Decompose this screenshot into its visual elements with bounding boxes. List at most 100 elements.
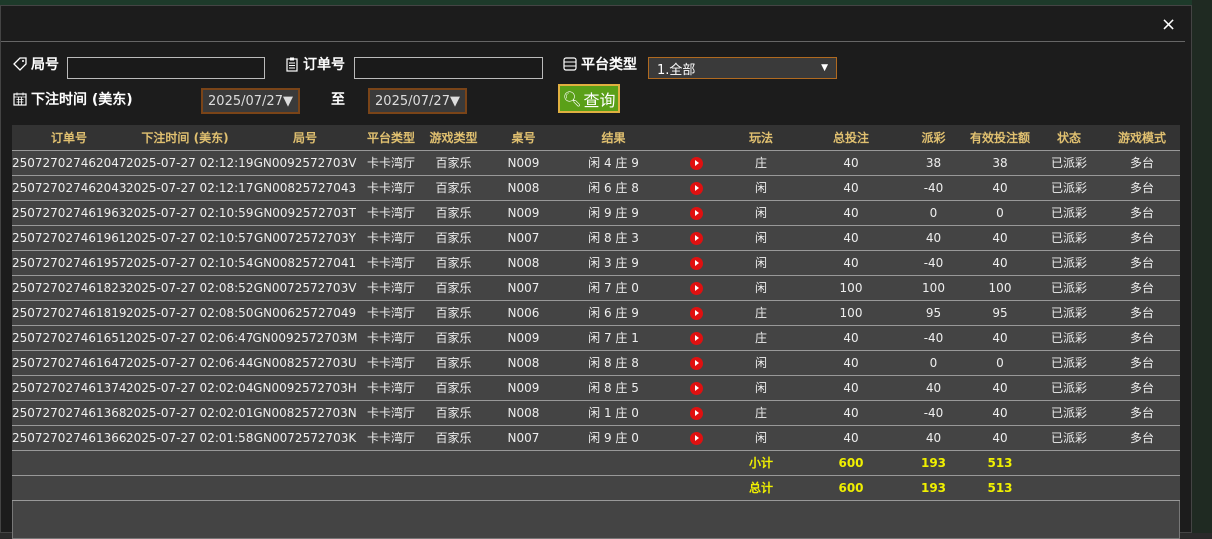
play-video-icon[interactable] xyxy=(689,431,703,445)
table-row: 250727027461823 2025-07-27 02:08:52 GN0072… xyxy=(12,275,1180,301)
cell-game-mode: 多台 xyxy=(1104,225,1180,251)
cell-table-no: N008 xyxy=(491,400,556,426)
cell-table-no: N007 xyxy=(491,225,556,251)
cell-bet-time: 2025-07-27 02:02:01 xyxy=(126,400,253,426)
time-label: 下注时间 (美东) xyxy=(12,89,133,109)
column-header: 局号 xyxy=(244,125,366,151)
cell-game-type: 百家乐 xyxy=(416,300,491,326)
cell-order-no: 250727027461819 xyxy=(12,300,127,326)
to-label: 至 xyxy=(331,92,345,108)
cell-order-no: 250727027461957 xyxy=(12,250,127,276)
database-icon xyxy=(563,57,577,71)
play-video-icon[interactable] xyxy=(689,356,703,370)
cell-game-type: 百家乐 xyxy=(416,350,491,376)
date-to-picker[interactable]: 2025/07/27▼ xyxy=(368,88,467,114)
cell-result: 闲 4 庄 9 xyxy=(556,150,671,176)
cell-table-no: N009 xyxy=(491,375,556,401)
cell-bet-on: 闲 xyxy=(721,200,801,226)
cell-payout: -40 xyxy=(901,250,966,276)
play-video-icon[interactable] xyxy=(689,281,703,295)
play-video-icon[interactable] xyxy=(689,256,703,270)
cell-table-no: N009 xyxy=(491,200,556,226)
cell-replay xyxy=(671,300,721,326)
table-row: 250727027461366 2025-07-27 02:01:58 GN0072… xyxy=(12,425,1180,451)
cell-game-mode: 多台 xyxy=(1104,425,1180,451)
cell-valid-bet: 0 xyxy=(966,200,1034,226)
play-video-icon[interactable] xyxy=(689,381,703,395)
order-label: 订单号 xyxy=(284,54,345,74)
platform-select[interactable]: 1.全部 ▼ xyxy=(648,57,837,79)
play-video-icon[interactable] xyxy=(689,181,703,195)
cell-game-mode: 多台 xyxy=(1104,200,1180,226)
cell-game-type: 百家乐 xyxy=(416,150,491,176)
cell-game-type: 百家乐 xyxy=(416,375,491,401)
round-input[interactable] xyxy=(67,57,265,79)
cell-game-type: 百家乐 xyxy=(416,175,491,201)
cell-order-no: 250727027461963 xyxy=(12,200,127,226)
cell-bet-on: 闲 xyxy=(721,425,801,451)
cell-game-mode: 多台 xyxy=(1104,400,1180,426)
table-row: 250727027461647 2025-07-27 02:06:44 GN0082… xyxy=(12,350,1180,376)
play-video-icon[interactable] xyxy=(689,406,703,420)
cell-result: 闲 8 庄 3 xyxy=(556,225,671,251)
play-video-icon[interactable] xyxy=(689,156,703,170)
cell-status: 已派彩 xyxy=(1034,225,1104,251)
play-video-icon[interactable] xyxy=(689,306,703,320)
cell-valid-bet: 40 xyxy=(966,250,1034,276)
cell-platform: 卡卡湾厅 xyxy=(366,425,416,451)
cell-total-bet: 40 xyxy=(801,325,901,351)
cell-table-no: N007 xyxy=(491,425,556,451)
cell-table-no: N009 xyxy=(491,325,556,351)
dropdown-arrow-icon: ▼ xyxy=(821,63,828,73)
cell-platform: 卡卡湾厅 xyxy=(366,225,416,251)
cell-game-mode: 多台 xyxy=(1104,175,1180,201)
column-header: 平台类型 xyxy=(366,125,416,151)
table-row: 250727027461651 2025-07-27 02:06:47 GN0092… xyxy=(12,325,1180,351)
cell-round-no: GN0092572703T xyxy=(244,200,366,226)
column-header: 派彩 xyxy=(901,125,966,151)
cell-bet-on: 闲 xyxy=(721,175,801,201)
cell-bet-time: 2025-07-27 02:10:59 xyxy=(126,200,253,226)
cell-total-bet: 40 xyxy=(801,400,901,426)
table-row: 250727027461961 2025-07-27 02:10:57 GN0072… xyxy=(12,225,1180,251)
cell-bet-on: 闲 xyxy=(721,350,801,376)
cell-order-no: 250727027461368 xyxy=(12,400,127,426)
table-row: 250727027461368 2025-07-27 02:02:01 GN0082… xyxy=(12,400,1180,426)
cell-result: 闲 6 庄 8 xyxy=(556,175,671,201)
cell-total-bet: 100 xyxy=(801,275,901,301)
cell-result: 闲 7 庄 0 xyxy=(556,275,671,301)
cell-platform: 卡卡湾厅 xyxy=(366,375,416,401)
table-row: 250727027462047 2025-07-27 02:12:19 GN0092… xyxy=(12,150,1180,176)
cell-replay xyxy=(671,350,721,376)
cell-platform: 卡卡湾厅 xyxy=(366,275,416,301)
cell-status: 已派彩 xyxy=(1034,300,1104,326)
order-input[interactable] xyxy=(354,57,543,79)
cell-valid-bet: 40 xyxy=(966,400,1034,426)
cell-total-bet: 40 xyxy=(801,225,901,251)
cell-status: 已派彩 xyxy=(1034,275,1104,301)
cell-status: 已派彩 xyxy=(1034,250,1104,276)
play-video-icon[interactable] xyxy=(689,206,703,220)
play-video-icon[interactable] xyxy=(689,331,703,345)
cell-table-no: N008 xyxy=(491,350,556,376)
query-button[interactable]: 🔍︎ 查询 xyxy=(558,84,620,113)
cell-bet-time: 2025-07-27 02:10:54 xyxy=(126,250,253,276)
cell-total-bet: 40 xyxy=(801,375,901,401)
column-header: 玩法 xyxy=(721,125,801,151)
cell-payout: 40 xyxy=(901,375,966,401)
close-button[interactable]: × xyxy=(1161,14,1177,35)
cell-payout: 40 xyxy=(901,225,966,251)
subtotal-label: 小计 xyxy=(721,450,801,476)
cell-replay xyxy=(671,275,721,301)
cell-game-mode: 多台 xyxy=(1104,150,1180,176)
cell-platform: 卡卡湾厅 xyxy=(366,175,416,201)
date-from-picker[interactable]: 2025/07/27▼ xyxy=(201,88,300,114)
cell-platform: 卡卡湾厅 xyxy=(366,250,416,276)
cell-total-bet: 100 xyxy=(801,300,901,326)
empty-cell xyxy=(1034,475,1180,501)
play-video-icon[interactable] xyxy=(689,231,703,245)
cell-game-mode: 多台 xyxy=(1104,350,1180,376)
cell-table-no: N009 xyxy=(491,150,556,176)
subtotal-payout: 193 xyxy=(901,450,966,476)
cell-table-no: N008 xyxy=(491,175,556,201)
